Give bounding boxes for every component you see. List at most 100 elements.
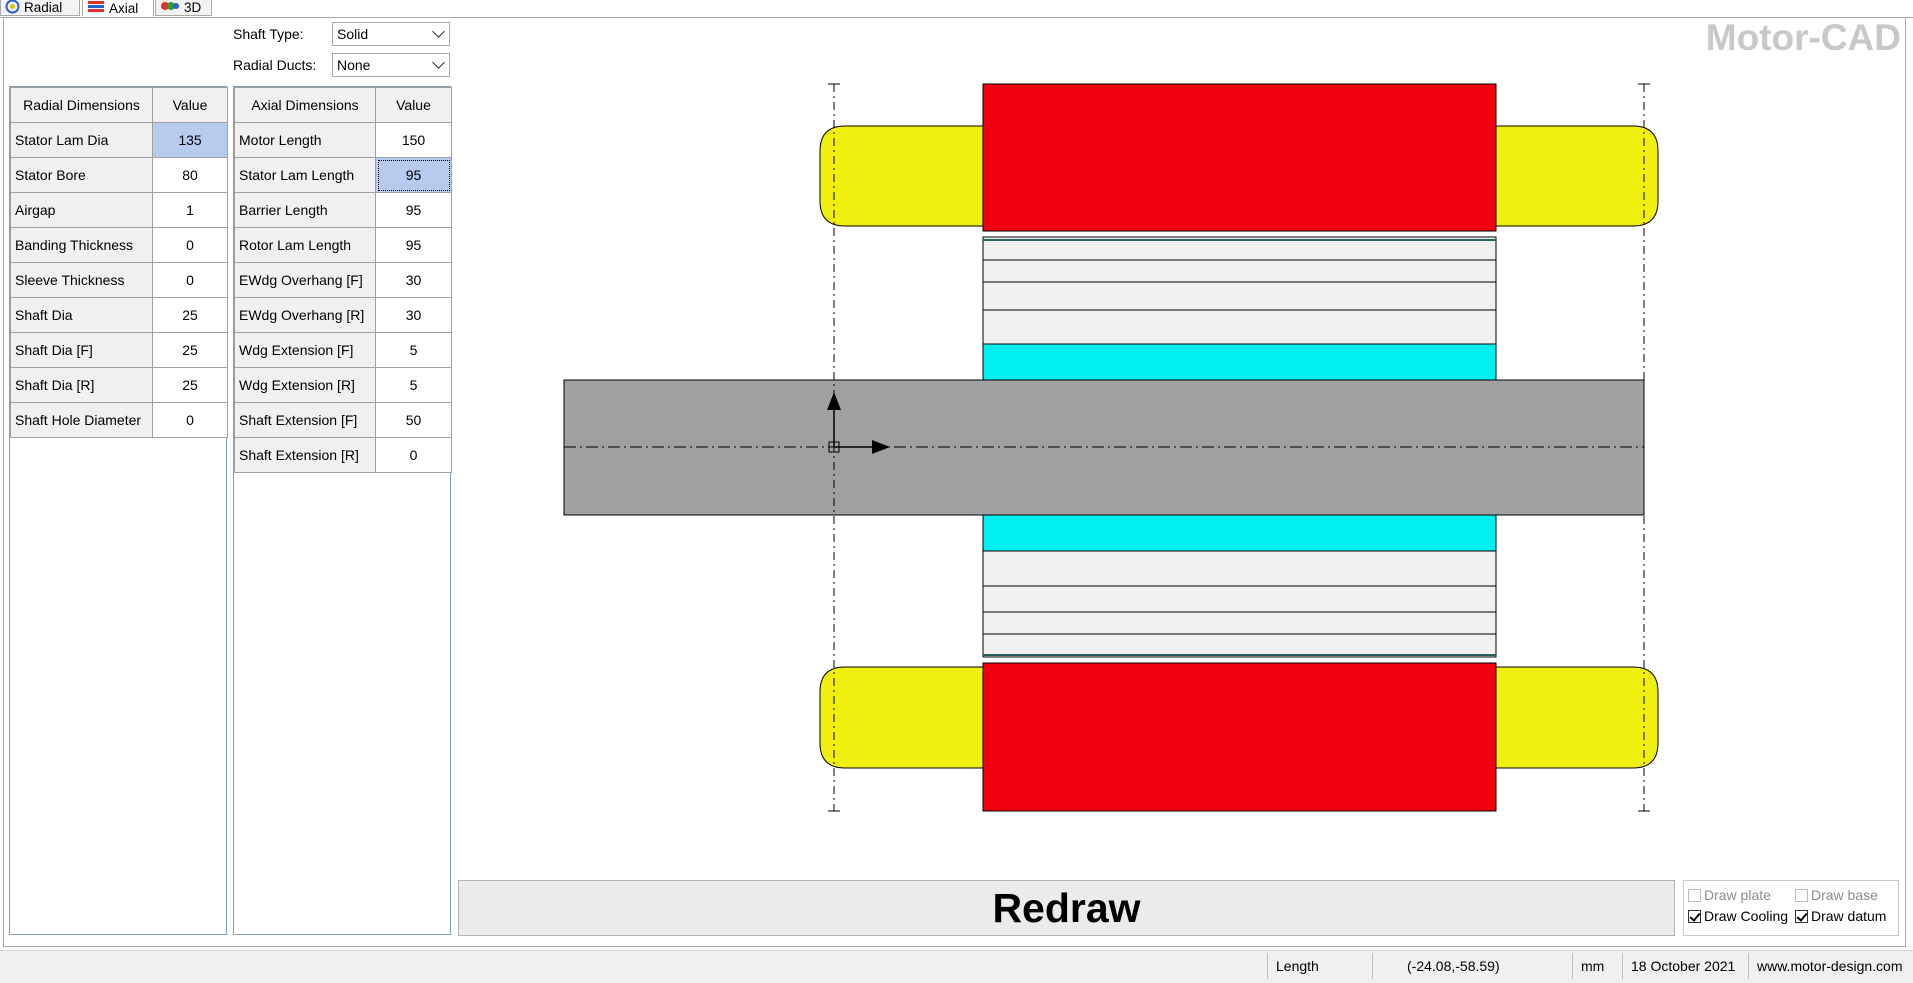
status-website: www.motor-design.com bbox=[1748, 953, 1908, 979]
tab-axial-label: Axial bbox=[109, 0, 139, 16]
value-cell[interactable]: 135 bbox=[152, 122, 228, 158]
table-row: Shaft Dia 25 bbox=[10, 297, 228, 333]
value-cell[interactable]: 150 bbox=[375, 122, 452, 158]
value-cell[interactable]: 25 bbox=[152, 297, 228, 333]
radial-ducts-value: None bbox=[337, 57, 371, 73]
row-label: Shaft Hole Diameter bbox=[10, 402, 153, 438]
draw-cooling-checkbox[interactable]: Draw Cooling bbox=[1688, 908, 1788, 924]
end-winding-rear-lower bbox=[1495, 666, 1659, 769]
draw-cooling-label: Draw Cooling bbox=[1704, 908, 1789, 924]
value-cell[interactable]: 1 bbox=[152, 192, 228, 228]
end-winding-front-lower bbox=[819, 666, 984, 769]
status-quantity: Length bbox=[1267, 953, 1372, 979]
draw-datum-label: Draw datum bbox=[1811, 908, 1887, 924]
draw-options-panel: Draw plate Draw base Draw Cooling Draw d… bbox=[1683, 880, 1899, 936]
cooling-duct-lower bbox=[982, 514, 1497, 552]
table-row: Banding Thickness 0 bbox=[10, 227, 228, 263]
value-cell[interactable]: 25 bbox=[152, 367, 228, 403]
table-row: Rotor Lam Length 95 bbox=[234, 227, 452, 263]
table-row: Shaft Hole Diameter 0 bbox=[10, 402, 228, 438]
datum-origin-icon bbox=[827, 392, 890, 454]
axial-value-header: Value bbox=[375, 87, 452, 123]
tab-3d[interactable]: 3D bbox=[155, 0, 212, 16]
row-label: EWdg Overhang [R] bbox=[234, 297, 376, 333]
value-cell[interactable]: 30 bbox=[375, 297, 452, 333]
row-label: Barrier Length bbox=[234, 192, 376, 228]
value-cell[interactable]: 30 bbox=[375, 262, 452, 298]
tab-axial[interactable]: Axial bbox=[82, 0, 154, 17]
stator-lam-lower bbox=[982, 662, 1497, 812]
checkmark-icon bbox=[1688, 909, 1701, 923]
table-row: Stator Lam Dia 135 bbox=[10, 122, 228, 158]
status-bar bbox=[0, 950, 1913, 983]
row-label: Motor Length bbox=[234, 122, 376, 158]
table-row: Shaft Extension [R] 0 bbox=[234, 437, 452, 473]
table-row: Airgap 1 bbox=[10, 192, 228, 228]
shaft-type-value: Solid bbox=[337, 26, 369, 42]
table-row: Shaft Dia [F] 25 bbox=[10, 332, 228, 368]
radial-dimensions-grid[interactable]: Radial Dimensions Value Stator Lam Dia 13… bbox=[9, 86, 228, 935]
stator-lam-upper bbox=[982, 83, 1497, 232]
row-label: Shaft Extension [F] bbox=[234, 402, 376, 438]
table-row: Shaft Dia [R] 25 bbox=[10, 367, 228, 403]
radial-value-header: Value bbox=[152, 87, 228, 123]
draw-plate-checkbox[interactable]: Draw plate bbox=[1688, 887, 1771, 903]
checkbox-icon bbox=[1688, 888, 1701, 902]
row-label: Shaft Dia [R] bbox=[10, 367, 153, 403]
row-label: EWdg Overhang [F] bbox=[234, 262, 376, 298]
cooling-duct-upper bbox=[982, 343, 1497, 381]
row-label: Wdg Extension [F] bbox=[234, 332, 376, 368]
value-cell[interactable]: 80 bbox=[152, 157, 228, 193]
checkmark-icon bbox=[1795, 909, 1808, 923]
row-label: Shaft Dia [F] bbox=[10, 332, 153, 368]
value-cell[interactable]: 0 bbox=[375, 437, 452, 473]
value-cell[interactable]: 95 bbox=[375, 192, 452, 228]
status-unit: mm bbox=[1572, 953, 1612, 979]
axial-dimensions-grid[interactable]: Axial Dimensions Value Motor Length 150 S… bbox=[233, 86, 452, 935]
draw-base-checkbox[interactable]: Draw base bbox=[1795, 887, 1878, 903]
status-date: 18 October 2021 bbox=[1622, 953, 1747, 979]
radial-ducts-label: Radial Ducts: bbox=[233, 57, 317, 73]
radial-dimensions-header: Radial Dimensions bbox=[10, 87, 153, 123]
value-cell[interactable]: 95 bbox=[375, 157, 452, 193]
radial-ducts-select[interactable]: None bbox=[332, 53, 450, 77]
tab-radial-label: Radial bbox=[24, 0, 63, 15]
row-label: Wdg Extension [R] bbox=[234, 367, 376, 403]
row-label: Rotor Lam Length bbox=[234, 227, 376, 263]
row-label: Banding Thickness bbox=[10, 227, 153, 263]
checkbox-icon bbox=[1795, 888, 1808, 902]
rotor-lam-lower bbox=[982, 514, 1497, 658]
row-label: Airgap bbox=[10, 192, 153, 228]
row-label: Stator Lam Length bbox=[234, 157, 376, 193]
table-row: Barrier Length 95 bbox=[234, 192, 452, 228]
end-windings bbox=[819, 125, 1659, 769]
tab-radial[interactable]: Radial bbox=[0, 0, 80, 16]
radial-icon bbox=[5, 0, 20, 17]
motor-cad-logo: Motor-CAD bbox=[1705, 17, 1901, 58]
shaft-type-label: Shaft Type: bbox=[233, 26, 304, 42]
value-cell[interactable]: 0 bbox=[152, 402, 228, 438]
tab-3d-label: 3D bbox=[184, 0, 202, 15]
shaft-type-select[interactable]: Solid bbox=[332, 22, 450, 46]
3d-icon bbox=[160, 0, 180, 17]
rotor-lam-upper bbox=[982, 236, 1497, 381]
redraw-button[interactable]: Redraw bbox=[458, 880, 1675, 936]
table-row: EWdg Overhang [F] 30 bbox=[234, 262, 452, 298]
axial-dimensions-header: Axial Dimensions bbox=[234, 87, 376, 123]
draw-plate-label: Draw plate bbox=[1704, 887, 1771, 903]
value-cell[interactable]: 25 bbox=[152, 332, 228, 368]
table-row: EWdg Overhang [R] 30 bbox=[234, 297, 452, 333]
table-row: Stator Lam Length 95 bbox=[234, 157, 452, 193]
table-row: Motor Length 150 bbox=[234, 122, 452, 158]
draw-datum-checkbox[interactable]: Draw datum bbox=[1795, 908, 1886, 924]
axial-drawing-canvas[interactable] bbox=[0, 0, 1913, 880]
end-winding-front-upper bbox=[819, 125, 984, 227]
row-label: Stator Lam Dia bbox=[10, 122, 153, 158]
row-label: Shaft Extension [R] bbox=[234, 437, 376, 473]
end-winding-rear-upper bbox=[1495, 125, 1659, 227]
value-cell[interactable]: 0 bbox=[152, 227, 228, 263]
axial-icon bbox=[87, 0, 105, 17]
row-label: Sleeve Thickness bbox=[10, 262, 153, 298]
row-label: Shaft Dia bbox=[10, 297, 153, 333]
status-coordinates: (-24.08,-58.59) bbox=[1372, 953, 1572, 979]
